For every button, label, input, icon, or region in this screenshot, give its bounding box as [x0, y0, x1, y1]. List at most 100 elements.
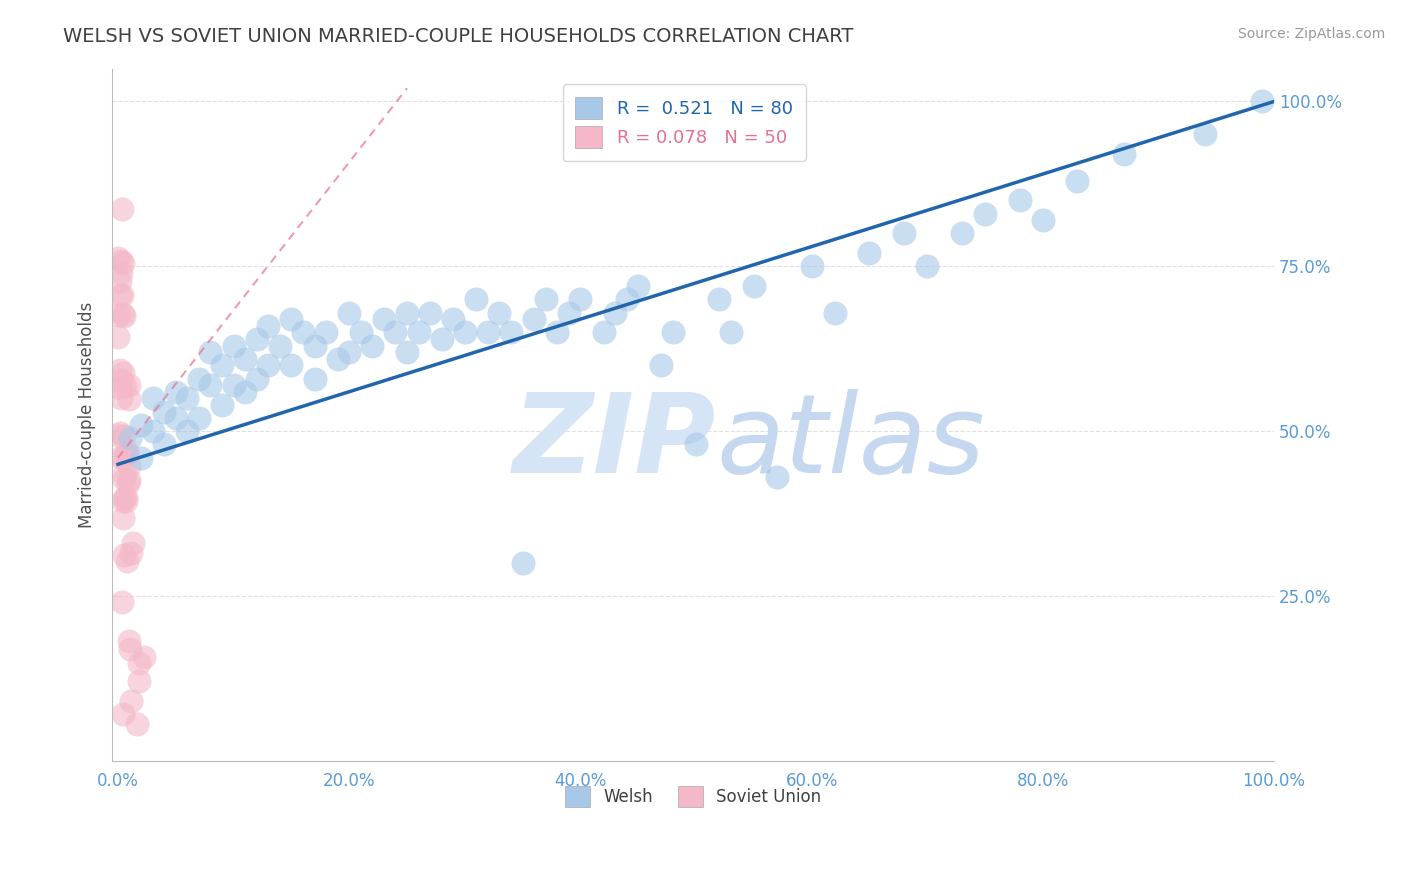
Point: [742, 279, 765, 293]
Point: [304, 371, 326, 385]
Point: [592, 326, 614, 340]
Point: [114, 548, 136, 562]
Point: [108, 274, 131, 288]
Point: [512, 556, 534, 570]
Point: [107, 428, 129, 442]
Point: [233, 351, 256, 366]
Point: [110, 266, 132, 280]
Point: [441, 312, 464, 326]
Point: [115, 554, 138, 568]
Point: [858, 246, 880, 260]
Point: [125, 717, 148, 731]
Point: [129, 450, 152, 465]
Point: [280, 359, 302, 373]
Point: [720, 326, 742, 340]
Point: [361, 338, 384, 352]
Point: [616, 293, 638, 307]
Point: [110, 595, 132, 609]
Point: [1008, 194, 1031, 208]
Point: [107, 308, 129, 322]
Point: [950, 227, 973, 241]
Point: [118, 431, 141, 445]
Point: [118, 473, 141, 487]
Point: [176, 392, 198, 406]
Point: [280, 312, 302, 326]
Point: [291, 326, 314, 340]
Y-axis label: Married-couple Households: Married-couple Households: [79, 301, 96, 528]
Point: [111, 511, 134, 525]
Point: [465, 293, 488, 307]
Point: [569, 293, 592, 307]
Point: [499, 326, 522, 340]
Point: [200, 345, 222, 359]
Point: [603, 305, 626, 319]
Legend: Welsh, Soviet Union: Welsh, Soviet Union: [557, 778, 830, 815]
Point: [129, 417, 152, 432]
Point: [112, 366, 135, 380]
Point: [257, 359, 280, 373]
Point: [114, 379, 136, 393]
Point: [120, 546, 142, 560]
Point: [430, 332, 453, 346]
Point: [112, 472, 135, 486]
Point: [107, 330, 129, 344]
Point: [200, 378, 222, 392]
Point: [112, 493, 135, 508]
Point: [246, 371, 269, 385]
Point: [110, 381, 132, 395]
Point: [534, 293, 557, 307]
Point: [384, 326, 406, 340]
Point: [1251, 95, 1274, 109]
Point: [110, 391, 132, 405]
Point: [112, 491, 135, 505]
Point: [187, 411, 209, 425]
Point: [134, 650, 156, 665]
Point: [824, 305, 846, 319]
Point: [222, 338, 245, 352]
Point: [974, 206, 997, 220]
Point: [142, 392, 165, 406]
Point: [107, 251, 129, 265]
Point: [315, 326, 337, 340]
Point: [685, 437, 707, 451]
Point: [211, 359, 233, 373]
Point: [488, 305, 510, 319]
Point: [350, 326, 373, 340]
Point: [112, 467, 135, 482]
Point: [112, 310, 135, 324]
Point: [110, 253, 132, 268]
Point: [115, 445, 138, 459]
Point: [110, 363, 132, 377]
Point: [112, 706, 135, 721]
Point: [546, 326, 568, 340]
Point: [1066, 174, 1088, 188]
Point: [153, 404, 176, 418]
Point: [395, 305, 418, 319]
Point: [110, 450, 132, 464]
Point: [120, 694, 142, 708]
Point: [337, 345, 360, 359]
Point: [176, 425, 198, 439]
Point: [165, 384, 187, 399]
Point: [1194, 128, 1216, 142]
Point: [153, 437, 176, 451]
Text: Source: ZipAtlas.com: Source: ZipAtlas.com: [1237, 27, 1385, 41]
Point: [128, 656, 150, 670]
Point: [246, 332, 269, 346]
Point: [257, 318, 280, 333]
Point: [112, 450, 135, 465]
Point: [111, 256, 134, 270]
Point: [558, 305, 581, 319]
Point: [662, 326, 685, 340]
Point: [165, 411, 187, 425]
Point: [326, 351, 349, 366]
Point: [118, 642, 141, 657]
Point: [222, 378, 245, 392]
Text: WELSH VS SOVIET UNION MARRIED-COUPLE HOUSEHOLDS CORRELATION CHART: WELSH VS SOVIET UNION MARRIED-COUPLE HOU…: [63, 27, 853, 45]
Point: [117, 459, 139, 474]
Point: [117, 392, 139, 407]
Point: [915, 260, 938, 274]
Point: [627, 279, 650, 293]
Text: atlas: atlas: [716, 389, 986, 496]
Point: [114, 447, 136, 461]
